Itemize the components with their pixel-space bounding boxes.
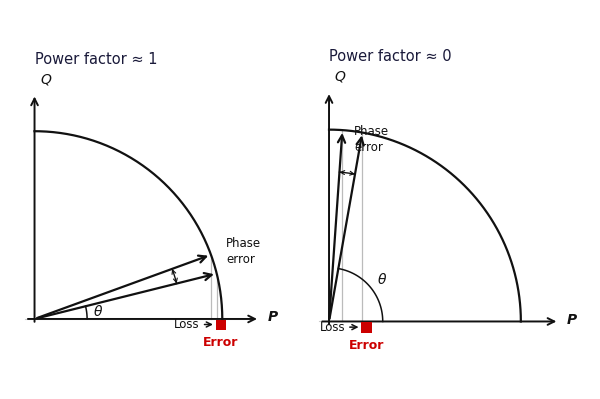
Text: Q: Q xyxy=(335,69,346,84)
Text: Power factor ≈ 1: Power factor ≈ 1 xyxy=(35,52,157,67)
Text: P: P xyxy=(268,310,277,324)
Text: Loss: Loss xyxy=(319,321,345,334)
Text: θ: θ xyxy=(377,273,386,287)
Text: Q: Q xyxy=(40,72,51,86)
Text: Loss: Loss xyxy=(174,318,200,331)
Text: Phase
error: Phase error xyxy=(354,125,389,154)
Text: Power factor ≈ 0: Power factor ≈ 0 xyxy=(329,49,452,64)
Text: Error: Error xyxy=(349,339,384,352)
Text: Phase
error: Phase error xyxy=(226,237,261,266)
Bar xyxy=(361,322,372,333)
Text: θ: θ xyxy=(94,305,103,319)
Bar xyxy=(215,320,226,330)
Text: P: P xyxy=(567,312,577,326)
Text: Error: Error xyxy=(203,336,239,349)
